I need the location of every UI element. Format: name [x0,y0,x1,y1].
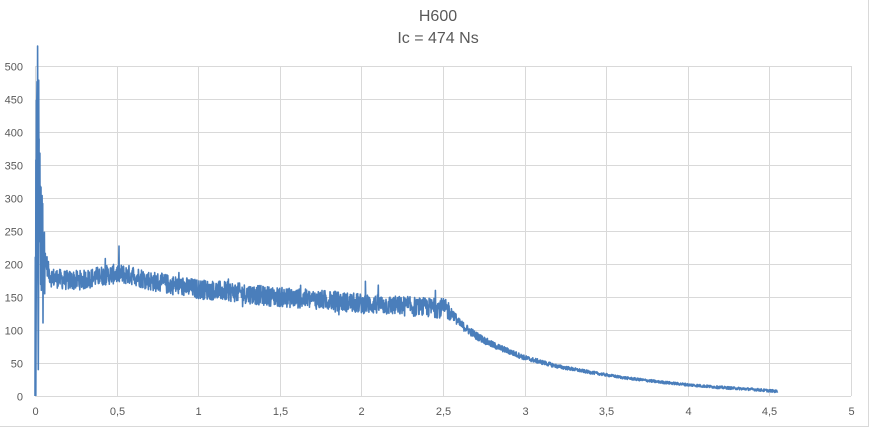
y-tick-label: 100 [5,326,23,338]
x-tick-label: 2 [358,406,364,418]
gridlines [35,66,852,397]
y-tick-label: 400 [5,128,23,140]
y-tick-label: 500 [5,62,23,74]
x-axis-tick-labels: 0 0,5 1 1,5 2 2,5 3 3,5 4 4,5 5 [32,406,854,418]
y-tick-label: 250 [5,227,23,239]
y-tick-label: 350 [5,161,23,173]
x-tick-label: 3 [522,406,528,418]
x-tick-label: 1 [195,406,201,418]
x-tick-label: 5 [848,406,854,418]
chart-title: H600 [418,8,458,25]
x-tick-label: 0 [32,406,38,418]
y-axis-tick-labels: 0 50 100 150 200 250 300 350 400 450 500 [5,62,23,404]
y-tick-label: 0 [17,392,23,404]
x-tick-label: 4 [685,406,691,418]
x-tick-label: 3,5 [599,406,614,418]
y-tick-label: 150 [5,293,23,305]
chart-frame [0,0,869,427]
y-tick-label: 450 [5,95,23,107]
y-tick-label: 200 [5,260,23,272]
x-tick-label: 4,5 [762,406,777,418]
x-tick-label: 2,5 [436,406,451,418]
data-series-line [34,45,779,397]
x-tick-label: 0,5 [110,406,125,418]
x-tick-label: 1,5 [273,406,288,418]
y-tick-label: 50 [11,359,23,371]
chart-subtitle: Ic = 474 Ns [397,30,479,47]
y-tick-label: 300 [5,194,23,206]
